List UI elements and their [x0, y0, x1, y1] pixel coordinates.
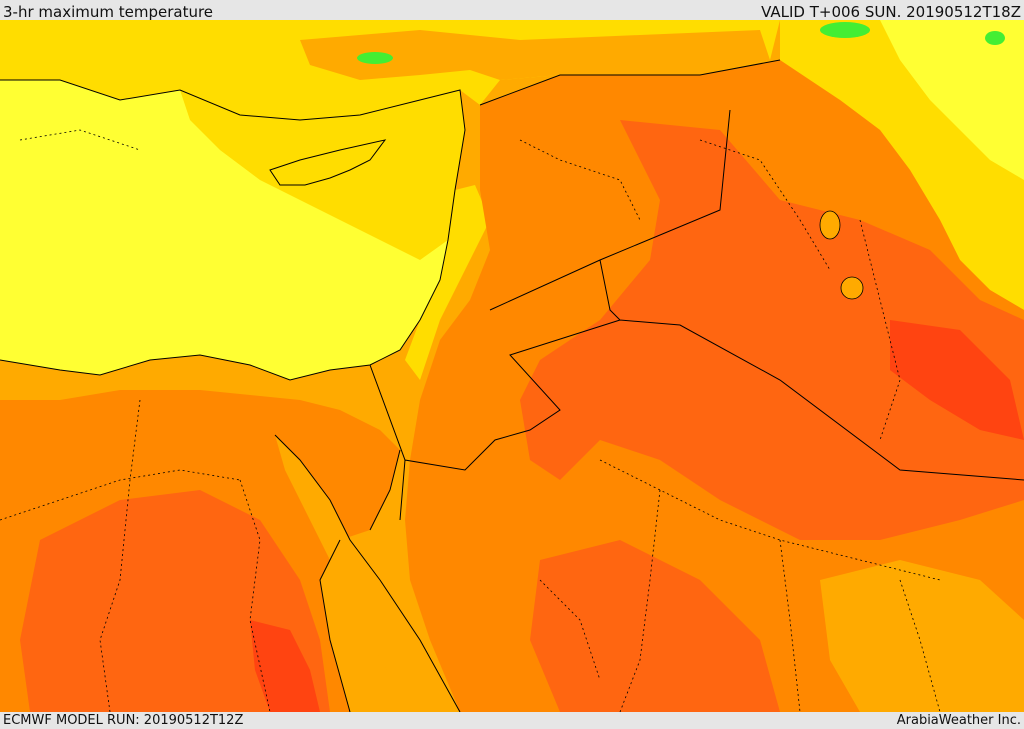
iraq-hot-area: [520, 120, 1024, 540]
saudi-cool-area: [820, 560, 1024, 712]
green-patch-1: [820, 22, 870, 38]
temperature-map: [0, 20, 1024, 712]
coastline: [0, 79, 466, 381]
iraq-hot-core: [890, 320, 1024, 440]
header-bar: 3-hr maximum temperature VALID T+006 SUN…: [0, 0, 1024, 21]
map-canvas: [0, 20, 1024, 712]
border-lines: [369, 59, 1024, 521]
egypt-hot-core: [250, 620, 320, 712]
lake-1: [819, 210, 841, 240]
lake-2: [840, 276, 864, 300]
egypt-hot-area: [20, 490, 330, 712]
levant-coast: [405, 185, 490, 380]
green-patch-3: [357, 52, 393, 64]
saudi-hot-area: [530, 540, 780, 712]
green-patch-2: [985, 31, 1005, 45]
cyprus: [269, 139, 387, 186]
model-run: ECMWF MODEL RUN: 20190512T12Z: [3, 713, 244, 728]
footer-bar: ECMWF MODEL RUN: 20190512T12Z ArabiaWeat…: [0, 712, 1024, 729]
map-title: 3-hr maximum temperature: [3, 3, 214, 21]
province-lines: [0, 129, 941, 712]
valid-time: VALID T+006 SUN. 20190512T18Z: [761, 3, 1021, 21]
northeast-highlands: [880, 20, 1024, 180]
turkey-highlands: [300, 30, 770, 80]
credit: ArabiaWeather Inc.: [896, 713, 1021, 728]
red-sea: [275, 435, 460, 712]
red-sea-coast: [274, 434, 461, 712]
